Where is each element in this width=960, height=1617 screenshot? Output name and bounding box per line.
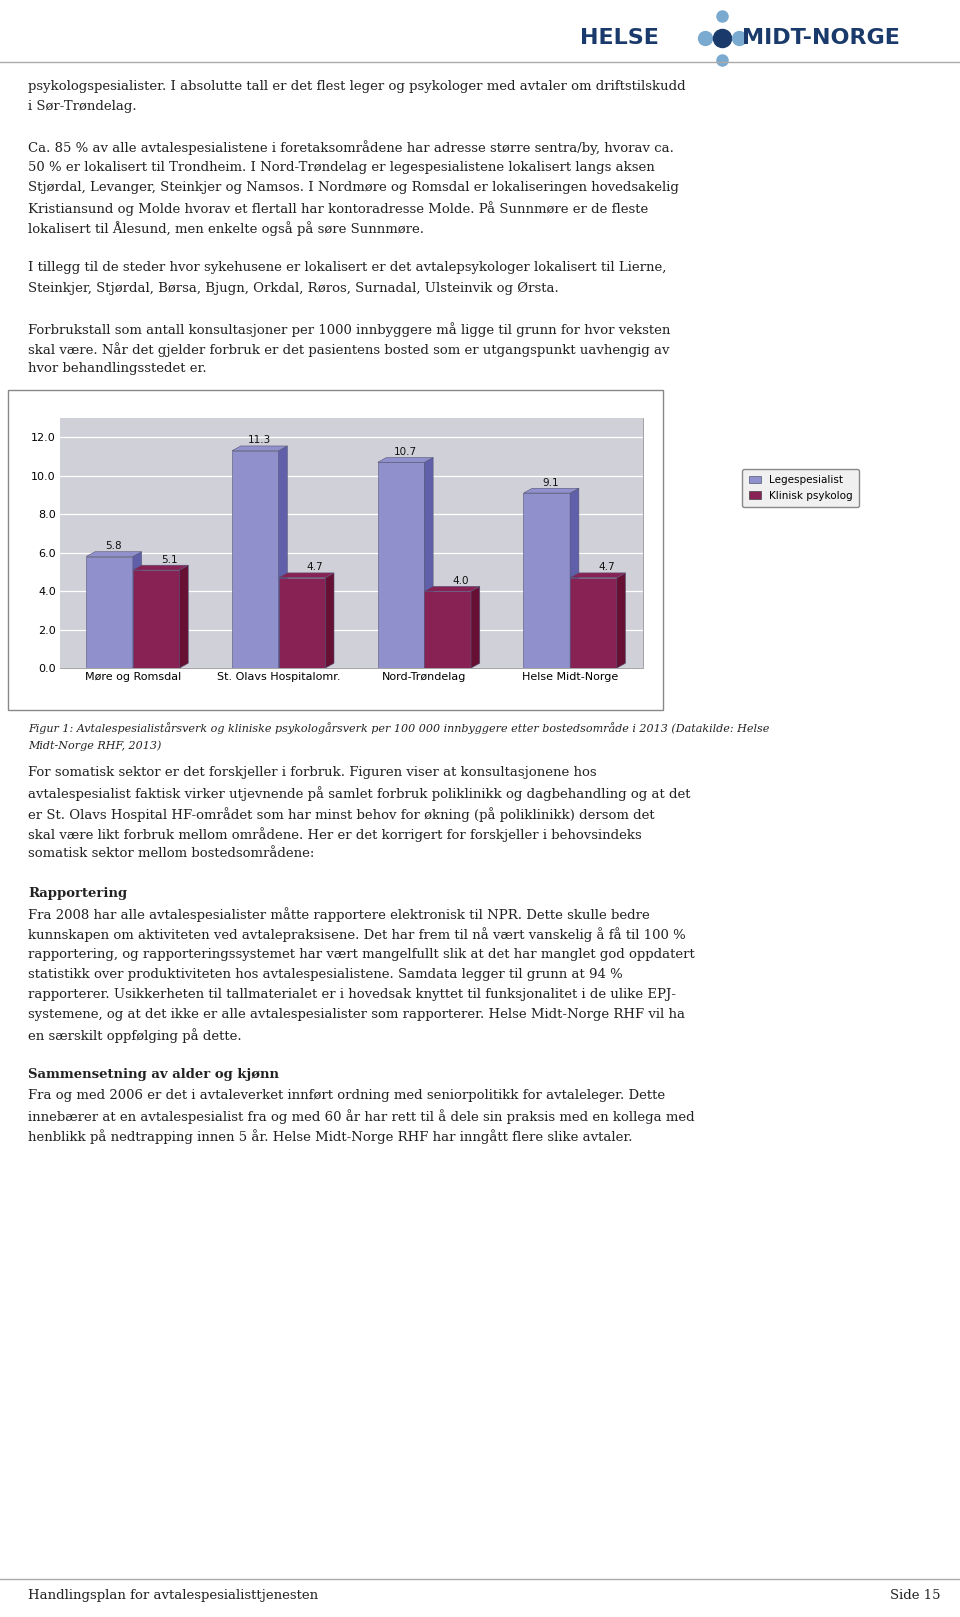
Text: 4.0: 4.0	[452, 576, 469, 585]
Bar	[570, 577, 616, 668]
Text: MIDT-NORGE: MIDT-NORGE	[742, 27, 900, 49]
Polygon shape	[278, 446, 287, 668]
Text: Rapportering: Rapportering	[28, 888, 127, 901]
Text: i Sør-Trøndelag.: i Sør-Trøndelag.	[28, 100, 136, 113]
Text: innebærer at en avtalespesialist fra og med 60 år har rett til å dele sin praksi: innebærer at en avtalespesialist fra og …	[28, 1109, 695, 1124]
Text: 4.7: 4.7	[307, 563, 324, 572]
Text: er St. Olavs Hospital HF-området som har minst behov for økning (på poliklinikk): er St. Olavs Hospital HF-området som har…	[28, 807, 655, 821]
Polygon shape	[616, 572, 626, 668]
Text: avtalespesialist faktisk virker utjevnende på samlet forbruk poliklinikk og dagb: avtalespesialist faktisk virker utjevnen…	[28, 786, 690, 802]
Text: Forbrukstall som antall konsultasjoner per 1000 innbyggere må ligge til grunn fo: Forbrukstall som antall konsultasjoner p…	[28, 322, 670, 336]
Bar	[278, 577, 325, 668]
Bar	[232, 451, 278, 668]
Text: Fra og med 2006 er det i avtaleverket innført ordning med seniorpolitikk for avt: Fra og med 2006 er det i avtaleverket in…	[28, 1088, 665, 1101]
Text: 4.7: 4.7	[598, 563, 614, 572]
Polygon shape	[325, 572, 334, 668]
FancyBboxPatch shape	[8, 390, 663, 710]
Bar	[86, 556, 132, 668]
Text: For somatisk sektor er det forskjeller i forbruk. Figuren viser at konsultasjone: For somatisk sektor er det forskjeller i…	[28, 766, 596, 779]
Text: psykologspesialister. I absolutte tall er det flest leger og psykologer med avta: psykologspesialister. I absolutte tall e…	[28, 79, 685, 94]
Text: skal være. Når det gjelder forbruk er det pasientens bosted som er utgangspunkt : skal være. Når det gjelder forbruk er de…	[28, 341, 669, 357]
Text: Figur 1: Avtalespesialistårsverk og kliniske psykologårsverk per 100 000 innbygg: Figur 1: Avtalespesialistårsverk og klin…	[28, 723, 769, 734]
Text: 9.1: 9.1	[542, 477, 560, 488]
Text: 5.8: 5.8	[106, 542, 122, 551]
Bar	[424, 592, 471, 668]
Polygon shape	[570, 572, 626, 577]
Polygon shape	[86, 551, 142, 556]
Polygon shape	[424, 587, 480, 592]
Text: Ca. 85 % av alle avtalespesialistene i foretaksområdene har adresse større sentr: Ca. 85 % av alle avtalespesialistene i f…	[28, 141, 674, 155]
FancyBboxPatch shape	[60, 419, 643, 668]
Text: skal være likt forbruk mellom områdene. Her er det korrigert for forskjeller i b: skal være likt forbruk mellom områdene. …	[28, 826, 641, 842]
Text: lokalisert til Ålesund, men enkelte også på søre Sunnmøre.: lokalisert til Ålesund, men enkelte også…	[28, 222, 424, 236]
Text: rapporterer. Usikkerheten til tallmaterialet er i hovedsak knyttet til funksjona: rapporterer. Usikkerheten til tallmateri…	[28, 988, 676, 1001]
Text: Stjørdal, Levanger, Steinkjer og Namsos. I Nordmøre og Romsdal er lokaliseringen: Stjørdal, Levanger, Steinkjer og Namsos.…	[28, 181, 679, 194]
Text: hvor behandlingsstedet er.: hvor behandlingsstedet er.	[28, 362, 206, 375]
Polygon shape	[132, 551, 142, 668]
Polygon shape	[232, 446, 287, 451]
Bar	[523, 493, 570, 668]
Bar	[132, 571, 180, 668]
Legend: Legespesialist, Klinisk psykolog: Legespesialist, Klinisk psykolog	[742, 469, 859, 508]
Text: 10.7: 10.7	[394, 446, 417, 458]
Text: 5.1: 5.1	[161, 555, 178, 564]
Polygon shape	[570, 488, 579, 668]
Text: HELSE: HELSE	[580, 27, 659, 49]
Text: 11.3: 11.3	[248, 435, 272, 445]
Text: Kristiansund og Molde hvorav et flertall har kontoradresse Molde. På Sunnmøre er: Kristiansund og Molde hvorav et flertall…	[28, 201, 648, 215]
Polygon shape	[278, 572, 334, 577]
Text: 50 % er lokalisert til Trondheim. I Nord-Trøndelag er legespesialistene lokalise: 50 % er lokalisert til Trondheim. I Nord…	[28, 160, 655, 173]
Text: systemene, og at det ikke er alle avtalespesialister som rapporterer. Helse Midt: systemene, og at det ikke er alle avtale…	[28, 1007, 685, 1020]
Text: henblikk på nedtrapping innen 5 år. Helse Midt-Norge RHF har inngått flere slike: henblikk på nedtrapping innen 5 år. Hels…	[28, 1129, 633, 1143]
Polygon shape	[523, 488, 579, 493]
Text: rapportering, og rapporteringssystemet har vært mangelfullt slik at det har mang: rapportering, og rapporteringssystemet h…	[28, 948, 695, 960]
Text: en særskilt oppfølging på dette.: en særskilt oppfølging på dette.	[28, 1028, 242, 1043]
Text: somatisk sektor mellom bostedsområdene:: somatisk sektor mellom bostedsområdene:	[28, 847, 314, 860]
Text: Sammensetning av alder og kjønn: Sammensetning av alder og kjønn	[28, 1069, 279, 1082]
Text: Midt-Norge RHF, 2013): Midt-Norge RHF, 2013)	[28, 741, 161, 750]
Text: Side 15: Side 15	[890, 1590, 940, 1602]
Polygon shape	[424, 458, 433, 668]
Text: statistikk over produktiviteten hos avtalespesialistene. Samdata legger til grun: statistikk over produktiviteten hos avta…	[28, 969, 623, 982]
Polygon shape	[471, 587, 480, 668]
Text: kunnskapen om aktiviteten ved avtalepraksisene. Det har frem til nå vært vanskel: kunnskapen om aktiviteten ved avtaleprak…	[28, 928, 685, 943]
Bar	[377, 462, 424, 668]
Text: Handlingsplan for avtalespesialisttjenesten: Handlingsplan for avtalespesialisttjenes…	[28, 1590, 318, 1602]
Text: I tillegg til de steder hvor sykehusene er lokalisert er det avtalepsykologer lo: I tillegg til de steder hvor sykehusene …	[28, 262, 666, 275]
Polygon shape	[132, 566, 188, 571]
Polygon shape	[180, 566, 188, 668]
Text: Fra 2008 har alle avtalespesialister måtte rapportere elektronisk til NPR. Dette: Fra 2008 har alle avtalespesialister måt…	[28, 907, 650, 922]
Polygon shape	[377, 458, 433, 462]
Text: Steinkjer, Stjørdal, Børsa, Bjugn, Orkdal, Røros, Surnadal, Ulsteinvik og Ørsta.: Steinkjer, Stjørdal, Børsa, Bjugn, Orkda…	[28, 281, 559, 294]
